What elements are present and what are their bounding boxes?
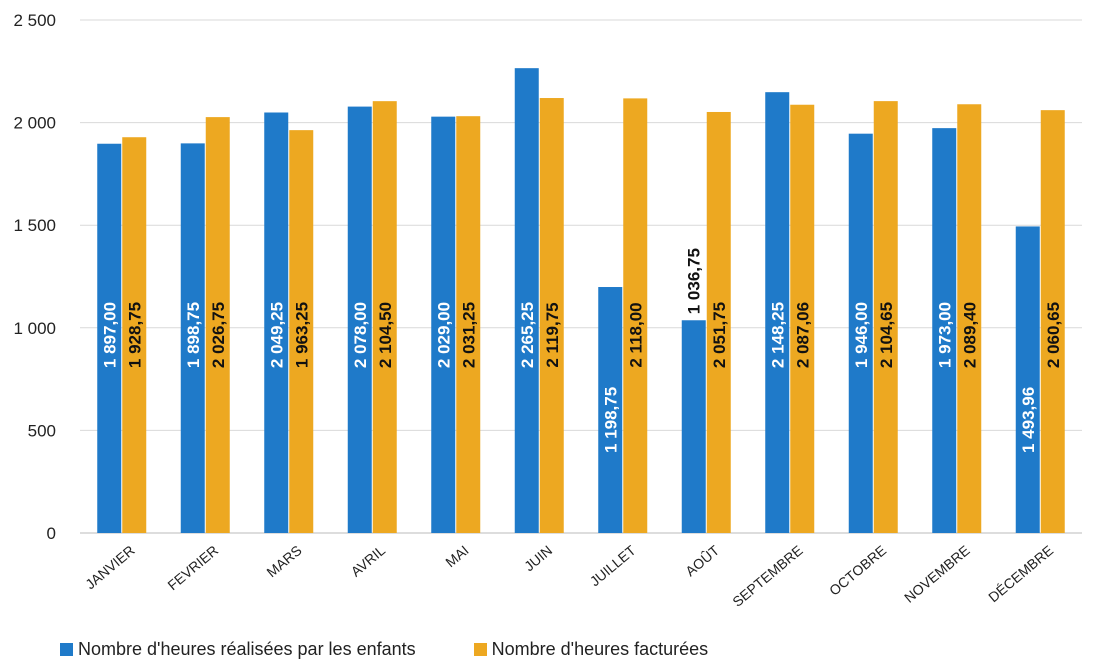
x-tick-label: NOVEMBRE <box>901 542 973 606</box>
legend-item-realisees: Nombre d'heures réalisées par les enfant… <box>60 639 416 660</box>
x-tick-label: MAI <box>442 542 471 570</box>
y-tick-label: 0 <box>47 524 56 543</box>
y-tick-label: 1 500 <box>13 216 56 235</box>
x-axis: JANVIER FEVRIER MARS AVRIL MAI JUIN JUILLET AOÛ… <box>82 542 1056 610</box>
bar-realisees <box>848 133 873 534</box>
bar-label-realisees: 1 198,75 <box>601 387 620 453</box>
y-tick-label: 1 000 <box>13 319 56 338</box>
bar-label-realisees: 1 036,75 <box>685 248 704 314</box>
bar-label-realisees: 1 897,00 <box>100 302 119 368</box>
bar-label-facturees: 2 104,65 <box>877 302 896 368</box>
bar-facturees <box>1040 110 1065 534</box>
bar-label-facturees: 2 118,00 <box>626 302 645 367</box>
bar-realisees <box>1015 226 1040 534</box>
bar-label-facturees: 1 928,75 <box>125 302 144 368</box>
bar-realisees <box>598 287 623 533</box>
bar-label-realisees: 2 148,25 <box>768 302 787 368</box>
y-tick-label: 2 500 <box>13 11 56 30</box>
x-tick-label: MARS <box>263 542 304 580</box>
bar-facturees <box>623 98 648 533</box>
bar-facturees <box>456 116 481 533</box>
legend-label-facturees: Nombre d'heures facturées <box>491 638 709 659</box>
bar-label-realisees: 2 265,25 <box>518 302 537 368</box>
bar-realisees <box>264 112 289 533</box>
x-tick-label: DÉCEMBRE <box>985 542 1056 605</box>
bar-label-facturees: 2 026,75 <box>209 302 228 368</box>
bar-realisees <box>347 106 372 534</box>
bar-facturees <box>873 101 898 533</box>
x-tick-label: SEPTEMBRE <box>729 542 805 610</box>
bars: 1 897,00 1 928,75 1 898,75 2 026,75 2 049,25… <box>97 68 1065 534</box>
y-axis: 0 500 1 000 1 500 2 000 2 500 <box>13 11 56 543</box>
bar-realisees <box>681 320 706 533</box>
bar-facturees <box>706 111 731 534</box>
x-tick-label: OCTOBRE <box>826 542 889 599</box>
legend: Nombre d'heures réalisées par les enfant… <box>60 638 766 660</box>
bar-label-facturees: 2 089,40 <box>960 302 979 368</box>
bar-label-realisees: 1 898,75 <box>184 302 203 368</box>
bar-realisees <box>765 92 790 533</box>
bar-facturees <box>205 117 230 533</box>
bar-chart: 0 500 1 000 1 500 2 000 2 500 1 897,00 1 928,7… <box>13 11 1082 610</box>
bar-label-realisees: 2 049,25 <box>267 302 286 368</box>
legend-item-facturees: Nombre d'heures facturées <box>473 638 709 660</box>
bar-facturees <box>539 98 564 534</box>
bar-label-realisees: 1 973,00 <box>935 302 954 368</box>
legend-label-realisees: Nombre d'heures réalisées par les enfant… <box>78 638 416 659</box>
x-tick-label: JUIN <box>521 542 555 574</box>
bar-facturees <box>289 130 314 533</box>
bar-label-realisees: 2 029,00 <box>434 302 453 368</box>
bar-label-facturees: 2 104,50 <box>376 302 395 368</box>
bar-label-facturees: 2 031,25 <box>459 302 478 368</box>
x-tick-label: AVRIL <box>348 542 389 580</box>
bar-realisees <box>932 128 957 534</box>
bar-label-facturees: 2 051,75 <box>710 302 729 368</box>
bar-label-realisees: 1 493,96 <box>1019 387 1038 453</box>
bar-label-facturees: 2 060,65 <box>1044 302 1063 368</box>
y-tick-label: 500 <box>28 421 56 440</box>
gridlines <box>80 19 1082 534</box>
bar-label-facturees: 2 087,06 <box>793 302 812 368</box>
bar-realisees <box>97 143 122 533</box>
bar-realisees <box>180 143 205 533</box>
bar-label-realisees: 2 078,00 <box>351 302 370 368</box>
bar-facturees <box>122 137 147 533</box>
x-tick-label: JUILLET <box>587 542 639 590</box>
legend-swatch-facturees <box>473 642 487 656</box>
x-tick-label: JANVIER <box>82 542 138 592</box>
x-tick-label: FEVRIER <box>164 542 221 593</box>
bar-facturees <box>372 101 397 533</box>
bar-label-facturees: 2 119,75 <box>543 302 562 367</box>
bar-facturees <box>957 104 982 533</box>
bar-facturees <box>790 104 815 533</box>
y-tick-label: 2 000 <box>13 114 56 133</box>
x-tick-label: AOÛT <box>682 542 722 580</box>
legend-swatch-realisees <box>60 642 73 656</box>
bar-realisees <box>431 116 456 533</box>
bar-label-realisees: 1 946,00 <box>852 302 871 368</box>
bar-label-facturees: 1 963,25 <box>292 302 311 368</box>
bar-realisees <box>514 68 539 533</box>
